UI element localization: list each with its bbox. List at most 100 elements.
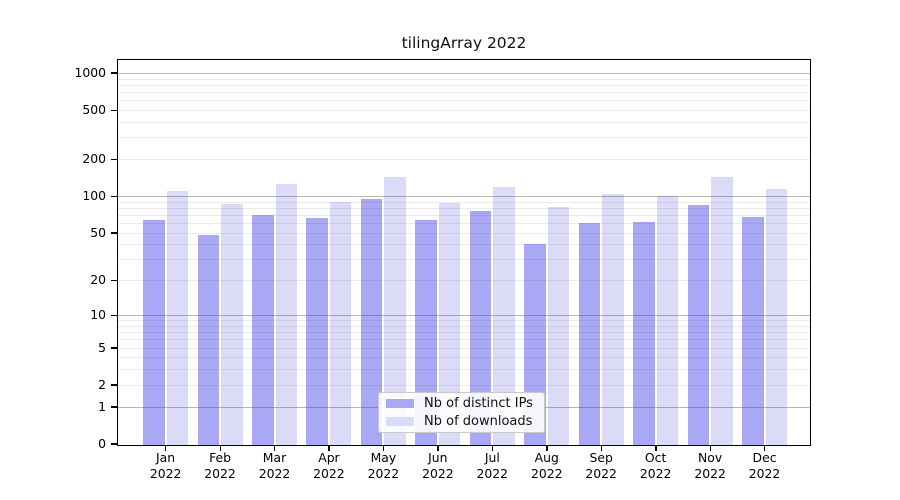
bar-downloads-nov <box>711 176 733 445</box>
y-tick-mark <box>111 406 118 408</box>
y-tick-mark <box>111 347 118 349</box>
legend-swatch-downloads <box>386 416 414 426</box>
legend: Nb of distinct IPs Nb of downloads <box>378 392 545 433</box>
minor-gridline <box>118 214 810 216</box>
bar-distinct-ips-oct <box>633 222 655 445</box>
minor-gridline <box>118 384 810 386</box>
y-tick-label: 50 <box>90 224 106 240</box>
x-tick-label: Feb 2022 <box>204 450 236 481</box>
bar-downloads-aug <box>547 207 570 445</box>
minor-gridline <box>118 259 810 261</box>
minor-gridline <box>118 369 810 371</box>
bar-downloads-apr <box>329 202 352 445</box>
x-tick-label: Dec 2022 <box>748 450 781 481</box>
y-tick-mark <box>111 279 118 282</box>
x-tick-label: Apr 2022 <box>313 450 345 481</box>
bar-distinct-ips-jul <box>469 211 492 445</box>
x-tick-mark <box>546 445 548 451</box>
x-tick-mark <box>165 445 167 451</box>
minor-gridline <box>118 100 810 102</box>
bar-distinct-ips-sep <box>578 223 601 445</box>
bar-downloads-jun <box>438 203 461 445</box>
minor-gridline <box>118 357 810 359</box>
x-tick-mark <box>764 445 766 451</box>
bar-distinct-ips-nov <box>687 204 710 445</box>
minor-gridline <box>118 244 810 246</box>
bar-distinct-ips-apr <box>306 218 328 445</box>
minor-gridline <box>118 332 810 334</box>
minor-gridline <box>118 137 810 139</box>
y-tick-mark <box>111 232 118 234</box>
bar-distinct-ips-mar <box>252 215 274 445</box>
bar-distinct-ips-jan <box>143 219 165 445</box>
y-tick-label: 10 <box>90 307 106 323</box>
x-tick-mark <box>709 445 711 451</box>
y-tick-label: 2 <box>98 376 106 392</box>
y-tick-mark <box>111 384 118 386</box>
grid-layer <box>118 60 810 445</box>
x-tick-label: Jun 2022 <box>422 450 454 481</box>
y-tick-mark <box>111 443 118 445</box>
minor-gridline <box>118 201 810 203</box>
bar-distinct-ips-feb <box>197 234 220 445</box>
minor-gridline <box>118 280 810 282</box>
y-tick-label: 100 <box>82 188 106 204</box>
y-tick-label: 500 <box>82 102 106 118</box>
minor-gridline <box>118 92 810 94</box>
y-tick-label: 0 <box>98 435 106 451</box>
y-tick-label: 1 <box>98 398 106 414</box>
y-tick-label: 200 <box>82 151 106 167</box>
x-tick-mark <box>219 445 221 451</box>
minor-gridline <box>118 122 810 124</box>
minor-gridline <box>118 78 810 80</box>
minor-gridline <box>118 232 810 234</box>
x-tick-label: Jul 2022 <box>476 450 509 481</box>
y-tick-mark <box>111 72 118 74</box>
chart-title: tilingArray 2022 <box>401 34 527 52</box>
x-tick-label: Sep 2022 <box>585 450 617 481</box>
x-tick-label: Nov 2022 <box>694 450 726 481</box>
bar-distinct-ips-may <box>360 199 383 445</box>
y-tick-mark <box>111 314 118 317</box>
y-tick-mark <box>111 109 118 111</box>
minor-gridline <box>118 325 810 327</box>
x-tick-mark <box>382 445 385 451</box>
major-gridline <box>118 196 810 198</box>
y-tick-mark <box>111 158 118 160</box>
legend-label-distinct-ips: Nb of distinct IPs <box>424 396 533 412</box>
minor-gridline <box>118 110 810 112</box>
bar-distinct-ips-dec <box>742 217 764 445</box>
plot-area <box>117 59 811 446</box>
x-tick-label: Aug 2022 <box>530 450 563 481</box>
legend-swatch-distinct-ips <box>386 399 414 409</box>
x-tick-mark <box>655 445 657 451</box>
y-tick-label: 5 <box>98 339 106 355</box>
x-tick-mark <box>491 445 494 451</box>
bar-downloads-may <box>384 177 406 445</box>
y-tick-label: 1000 <box>74 64 106 80</box>
bar-downloads-jan <box>166 191 189 445</box>
legend-item-distinct-ips: Nb of distinct IPs <box>386 397 544 410</box>
major-gridline <box>118 72 810 74</box>
bar-downloads-feb <box>221 204 243 445</box>
bar-downloads-mar <box>275 184 297 445</box>
y-tick-mark <box>111 195 118 197</box>
minor-gridline <box>118 159 810 161</box>
x-tick-mark <box>274 445 276 451</box>
x-tick-mark <box>437 445 439 451</box>
x-tick-label: Oct 2022 <box>639 450 672 481</box>
y-tick-label: 20 <box>90 272 106 288</box>
bar-downloads-jul <box>493 186 515 445</box>
legend-label-downloads: Nb of downloads <box>424 413 533 429</box>
legend-item-downloads: Nb of downloads <box>386 415 544 428</box>
x-tick-label: Jan 2022 <box>149 450 182 481</box>
minor-gridline <box>118 223 810 225</box>
bar-downloads-sep <box>602 193 624 445</box>
minor-gridline <box>118 84 810 86</box>
bar-downloads-dec <box>765 189 788 445</box>
x-tick-mark <box>600 445 603 451</box>
x-tick-mark <box>328 445 330 451</box>
minor-gridline <box>118 347 810 349</box>
minor-gridline <box>118 207 810 209</box>
